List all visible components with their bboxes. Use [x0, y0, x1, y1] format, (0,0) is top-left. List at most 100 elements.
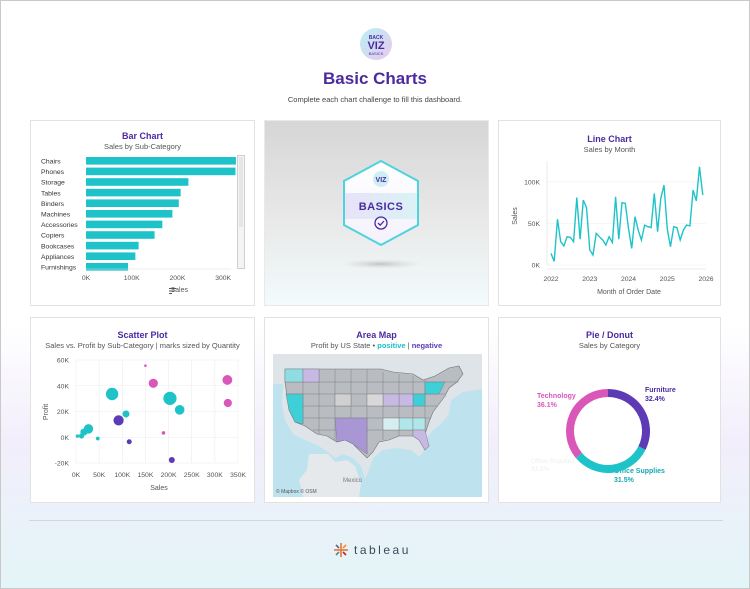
map-subtitle: Profit by US State • positive | negative	[310, 341, 443, 350]
scatter-point	[113, 415, 124, 426]
bar-x-tick-label: 300K	[215, 275, 231, 282]
scatter-point	[223, 398, 232, 408]
line-y-axis-title: Sales	[512, 207, 519, 225]
donut-label-furniture: Furniture	[645, 387, 676, 394]
map-place-label: Mexico	[343, 478, 363, 484]
bar-category-label: Machines	[41, 212, 71, 219]
bar-x-tick-label: 200K	[169, 275, 185, 282]
line-chart: 0K 50K 100K 2022 2023 2024 2025 2026 Month of Or…	[512, 161, 714, 296]
bar	[86, 167, 236, 176]
map-card: Area Map Profit by US State • positive |…	[264, 317, 489, 503]
donut-label-office-ghost: Office Supplies	[531, 458, 575, 465]
bar-category-label: Copiers	[41, 233, 65, 240]
bar	[86, 188, 181, 197]
scatter-point	[78, 433, 85, 439]
scatter-y-tick-label: 0K	[61, 435, 70, 442]
donut-slice	[566, 389, 608, 458]
bar-category-label: Binders	[41, 201, 65, 208]
scatter-subtitle: Sales vs. Profit by Sub-Category | marks…	[45, 341, 240, 350]
scatter-point	[144, 364, 147, 367]
badge-label: BASICS	[359, 201, 404, 213]
line-chart-title: Line Chart	[587, 134, 632, 144]
line-x-tick-label: 2024	[621, 276, 636, 283]
bar-chart-subtitle: Sales by Sub-Category	[103, 142, 182, 151]
bar	[86, 178, 189, 186]
tableau-wordmark: tableau	[354, 543, 411, 557]
scrollbar-thumb[interactable]	[239, 157, 243, 227]
bar-chart-scrollbar[interactable]	[237, 155, 245, 269]
scatter-card: Scatter Plot Sales vs. Profit by Sub-Cat…	[30, 317, 255, 503]
map-title: Area Map	[356, 330, 397, 340]
scatter-point	[148, 378, 158, 388]
donut-subtitle: Sales by Category	[578, 341, 641, 350]
badge-card: VIZ BASICS	[264, 120, 489, 306]
line-y-tick-label: 50K	[528, 221, 541, 228]
scatter-point	[105, 387, 119, 401]
line-x-tick-label: 2026	[698, 276, 713, 283]
scatter-y-axis-title: Profit	[43, 404, 50, 420]
donut-label-office-pct: 31.5%	[614, 477, 635, 484]
viz-basics-logo: BACK VIZ BASICS	[360, 28, 392, 60]
svg-text:BACK: BACK	[369, 35, 384, 41]
bar	[86, 199, 179, 207]
scatter-point	[163, 391, 177, 405]
bar-category-label: Accessories	[41, 222, 78, 229]
svg-text:BASICS: BASICS	[369, 51, 384, 56]
scatter-x-tick-label: 350K	[230, 472, 246, 479]
bar-category-label: Furnishings	[41, 265, 77, 272]
tableau-footer[interactable]: tableau	[333, 541, 411, 559]
map-legend-negative: negative	[411, 341, 443, 350]
scatter-title: Scatter Plot	[117, 330, 168, 340]
donut-label-furniture-pct: 32.4%	[645, 396, 666, 403]
line-x-tick-label: 2022	[543, 276, 558, 283]
bar-category-label: Appliances	[41, 254, 75, 261]
scatter-point	[174, 405, 185, 415]
sort-icon[interactable]	[169, 287, 177, 295]
bar	[86, 157, 236, 165]
line-series	[550, 166, 704, 262]
donut-slice	[575, 446, 646, 473]
scatter-point	[95, 436, 100, 441]
scatter-x-tick-label: 200K	[161, 472, 177, 479]
map-credit: © Mapbox © OSM	[276, 488, 317, 495]
line-y-tick-label: 100K	[524, 179, 540, 186]
donut-chart: Technology 36.1% Furniture 32.4% Office …	[531, 387, 676, 484]
us-map[interactable]: Mexico © Mapbox © OSM	[273, 354, 482, 497]
bar-category-label: Storage	[41, 180, 65, 187]
footer-divider	[29, 520, 723, 521]
scatter-point	[161, 431, 166, 435]
bar-chart: Chairs Phones Storage Tables Binders Machines…	[41, 157, 236, 282]
donut-label-office: Office Supplies	[614, 468, 665, 475]
tableau-logo-icon	[334, 543, 348, 557]
scatter-x-tick-label: 250K	[184, 472, 200, 479]
donut-card: Pie / Donut Sales by Category Technology…	[498, 317, 721, 503]
bar	[86, 231, 155, 239]
scatter-x-tick-label: 100K	[114, 472, 130, 479]
svg-text:VIZ: VIZ	[376, 177, 388, 184]
scatter-y-tick-label: -20K	[55, 461, 70, 468]
scatter-x-axis-title: Sales	[150, 485, 168, 492]
line-chart-subtitle: Sales by Month	[583, 145, 636, 154]
scatter-point	[122, 410, 130, 418]
line-x-tick-label: 2025	[660, 276, 675, 283]
line-chart-card: Line Chart Sales by Month 0K 50K 100K 2022 2…	[498, 120, 721, 306]
bar	[86, 210, 173, 218]
bar	[86, 241, 139, 250]
page-title: Basic Charts	[323, 69, 427, 88]
bar-chart-card: Bar Chart Sales by Sub-Category Chairs Ph…	[30, 120, 255, 306]
bar-chart-xlabel: Sales	[170, 287, 188, 294]
page-subtitle: Complete each chart challenge to fill th…	[287, 95, 463, 104]
bar-x-tick-label: 0K	[82, 275, 91, 282]
scatter-point	[126, 439, 132, 445]
bar-category-label: Chairs	[41, 159, 61, 166]
donut-title: Pie / Donut	[586, 330, 633, 340]
bar-chart-title: Bar Chart	[121, 131, 163, 141]
scatter-x-tick-label: 150K	[137, 472, 153, 479]
line-x-tick-label: 2023	[582, 276, 597, 283]
bar-category-label: Phones	[41, 169, 65, 176]
donut-slice	[608, 389, 650, 450]
map-legend-positive: positive	[377, 341, 406, 350]
bar-x-tick-label: 100K	[124, 275, 140, 282]
bar	[86, 220, 163, 229]
